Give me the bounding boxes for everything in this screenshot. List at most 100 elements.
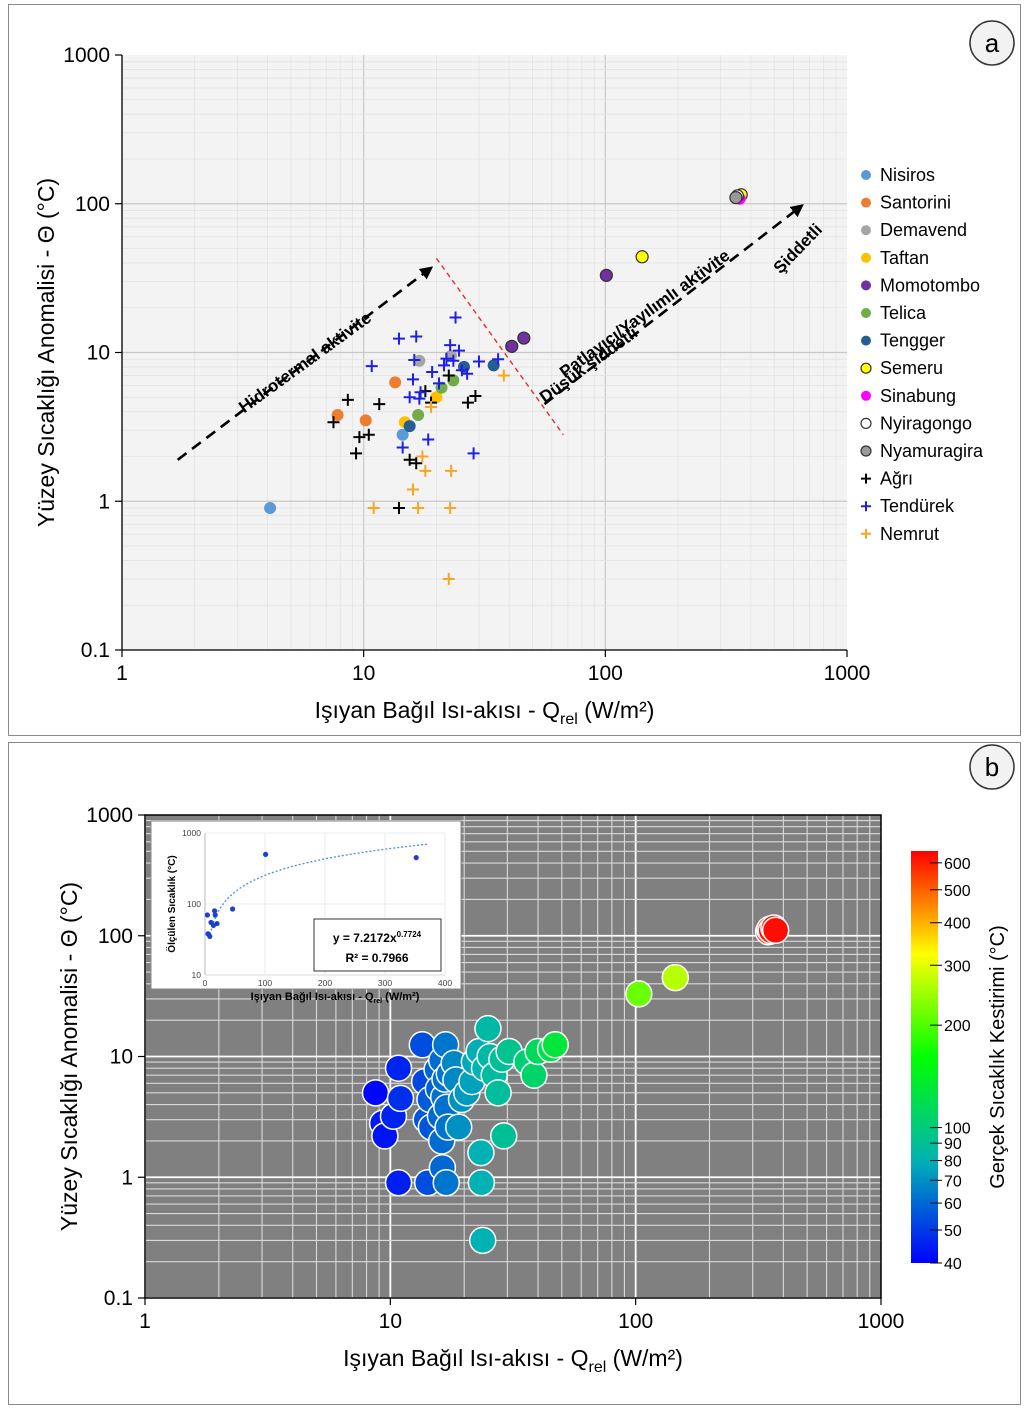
data-point (517, 331, 531, 345)
colorbar-tick-label: 600 (944, 856, 971, 873)
data-point (389, 376, 402, 389)
data-point (469, 389, 482, 402)
legend-marker (861, 390, 871, 401)
y-tick-label: 0.1 (81, 639, 110, 662)
y-tick-label: 10 (87, 342, 110, 365)
legend-label: Nemrut (880, 524, 939, 544)
data-point (474, 1014, 502, 1043)
data-point (484, 1079, 512, 1107)
y-tick-label: 10 (110, 1046, 133, 1069)
legend-marker (861, 280, 871, 291)
data-point (408, 354, 421, 367)
legend-label: Tendürek (880, 496, 955, 516)
y-axis-label: Yüzey Sıcaklığı Anomalisi - Θ (°C) (56, 882, 82, 1231)
inset-data-point (263, 851, 269, 857)
data-point (447, 354, 460, 367)
legend-label: Taftan (880, 248, 929, 268)
data-point (468, 1226, 497, 1255)
y-tick-label: 1 (98, 490, 110, 513)
inset-y-tick-label: 1000 (182, 828, 201, 838)
data-point (599, 268, 613, 282)
data-point (440, 352, 453, 365)
data-point (416, 450, 429, 463)
y-tick-label: 1000 (86, 804, 133, 827)
colorbar-tick-label: 300 (944, 958, 971, 975)
colorbar-tick-label: 100 (944, 1121, 971, 1138)
legend-label: Nyiragongo (880, 413, 972, 433)
legend-label: Ağrı (880, 469, 913, 489)
inset-x-axis-label: Işıyan Bağıl Isı-akısı - Qrel (W/m²) (251, 991, 420, 1005)
data-point (729, 190, 743, 205)
legend-marker (861, 473, 871, 484)
regime-divider (435, 257, 564, 436)
y-tick-label: 1000 (63, 44, 110, 67)
data-point (467, 447, 480, 460)
x-tick-label: 1000 (858, 1310, 905, 1333)
x-tick-label: 100 (618, 1310, 653, 1333)
data-point (447, 374, 460, 387)
panel-a: 1 10 100 1000 0.1 1 10 100 1000 Işıyan Bağıl Isı-… (8, 4, 1021, 736)
inset-x-tick-label: 200 (318, 978, 332, 988)
data-point (353, 431, 366, 444)
x-axis-label: Işıyan Bağıl Isı-akısı - Qrel (W/m²) (315, 697, 655, 728)
data-point (442, 369, 455, 382)
data-point (367, 502, 380, 515)
data-points (361, 914, 790, 1255)
colorbar-tick-label: 400 (944, 916, 971, 933)
data-point (635, 250, 649, 264)
data-point (444, 339, 457, 352)
data-point (625, 980, 653, 1008)
data-point (331, 409, 344, 422)
data-point (467, 1169, 496, 1197)
grid (121, 55, 847, 651)
colorbar-tick-label: 50 (944, 1223, 962, 1240)
legend-marker (860, 362, 872, 374)
panel-b: 1 10 100 1000 0.1 1 10 100 1000 Işıyan Bağıl Isı-… (8, 742, 1021, 1405)
data-point (505, 339, 519, 353)
data-point (452, 344, 465, 357)
x-tick-label: 1000 (824, 662, 871, 685)
x-tick-label: 1 (116, 662, 128, 685)
data-point (406, 373, 419, 386)
data-point (461, 367, 474, 380)
data-point (413, 392, 426, 405)
data-point (414, 386, 427, 399)
legend-marker (861, 170, 871, 180)
inset-data-point (212, 912, 218, 918)
inset-data-point (212, 908, 218, 914)
legend-marker (860, 445, 872, 457)
data-point (433, 377, 446, 390)
x-axis-label: Işıyan Bağıl Isı-akısı - Qrel (W/m²) (343, 1345, 683, 1376)
inset-data-point (230, 906, 236, 912)
inset-y-tick-label: 10 (192, 970, 202, 980)
legend-marker (861, 528, 871, 539)
legend-label: Telica (880, 303, 927, 323)
data-point (497, 369, 510, 382)
x-tick-label: 10 (352, 662, 375, 685)
colorbar-tick-label: 40 (944, 1256, 962, 1273)
data-point (445, 464, 458, 477)
inset-data-point (207, 933, 213, 939)
data-point (384, 1169, 413, 1197)
legend-marker (861, 197, 871, 208)
data-point (410, 457, 423, 470)
data-point (406, 483, 419, 496)
y-tick-label: 100 (98, 925, 133, 948)
inset-data-point (204, 912, 210, 918)
data-point (396, 441, 409, 454)
data-point (467, 1138, 495, 1167)
inset-fit-curve (208, 843, 428, 939)
legend-label: Santorini (880, 193, 951, 213)
inset-x-tick-label: 100 (258, 978, 272, 988)
inset-y-tick-label: 100 (187, 899, 201, 909)
data-point (264, 502, 277, 515)
data-point (449, 311, 462, 324)
colorbar-label: Gerçek Sıcaklık Kestirimi (°C) (987, 925, 1009, 1189)
colorbar-tick-label: 200 (944, 1018, 971, 1035)
chart-a: 1 10 100 1000 0.1 1 10 100 1000 Işıyan Bağıl Isı-… (33, 20, 1015, 728)
inset-x-tick-label: 0 (203, 978, 208, 988)
legend-marker (860, 417, 872, 429)
legend-marker (861, 308, 871, 318)
panel-label: b (985, 752, 999, 782)
